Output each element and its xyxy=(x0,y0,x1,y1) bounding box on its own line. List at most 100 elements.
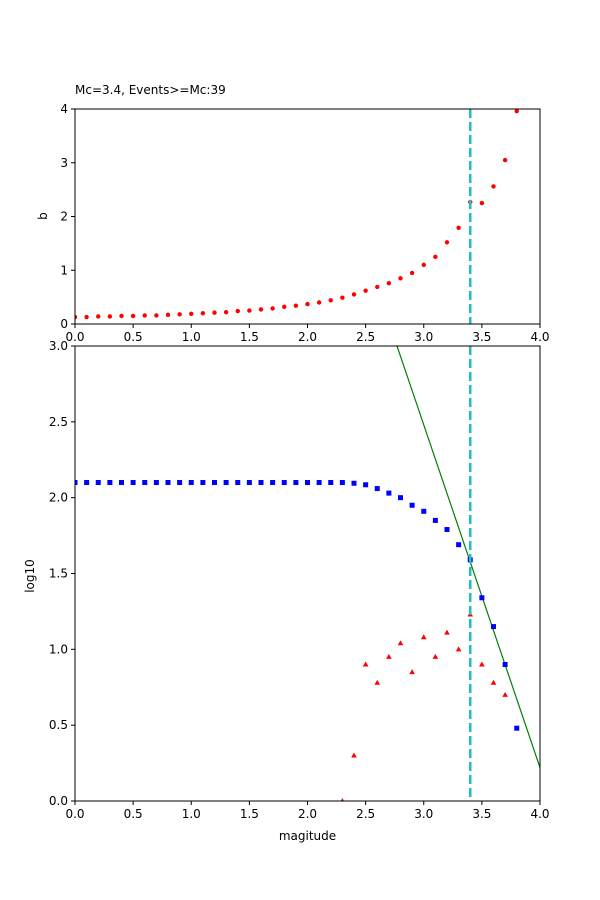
y-tick-label: 0.5 xyxy=(49,718,68,732)
data-point xyxy=(386,653,392,659)
x-tick-label: 3.5 xyxy=(472,807,491,821)
data-point xyxy=(247,308,252,313)
y-tick-label: 3 xyxy=(60,156,68,170)
data-point xyxy=(305,301,310,307)
data-point xyxy=(165,480,171,485)
x-tick-label: 3.0 xyxy=(414,807,433,821)
data-point xyxy=(432,517,438,523)
data-point xyxy=(177,480,183,485)
data-point xyxy=(165,312,171,318)
data-point xyxy=(212,480,217,485)
data-point xyxy=(374,486,380,492)
x-tick-label: 1.5 xyxy=(240,807,259,821)
x-tick-label: 2.5 xyxy=(356,330,375,344)
data-point xyxy=(246,480,252,485)
data-point xyxy=(154,313,159,318)
y-tick-label: 0.0 xyxy=(49,794,68,808)
data-point xyxy=(375,284,380,290)
data-point xyxy=(142,480,148,485)
plot-area xyxy=(75,346,540,801)
data-point xyxy=(96,314,101,319)
data-point xyxy=(490,679,497,685)
data-point xyxy=(258,307,264,312)
y-tick-label: 3.0 xyxy=(49,339,68,353)
data-point xyxy=(386,280,392,286)
data-point xyxy=(107,314,113,319)
x-tick-label: 0.5 xyxy=(124,330,143,344)
data-point xyxy=(75,314,78,320)
data-point xyxy=(95,480,101,485)
data-point xyxy=(502,691,508,697)
data-point xyxy=(84,314,89,320)
data-point xyxy=(270,306,275,311)
data-point xyxy=(397,640,404,646)
plot-top: 0.0 0.5 1.0 1.5 2.0 2.5 3.0 3.5 4.0 0 1 2 3 4 xyxy=(60,102,549,344)
x-tick-label: 2.0 xyxy=(298,330,317,344)
data-point xyxy=(444,240,450,245)
y-tick-label: 1.5 xyxy=(49,567,68,581)
x-tick-label: 0.0 xyxy=(65,807,84,821)
data-point xyxy=(189,311,194,316)
data-point xyxy=(258,480,264,485)
y-tick-label: 0 xyxy=(60,317,68,331)
data-point xyxy=(293,303,299,308)
data-point xyxy=(514,109,519,114)
data-point xyxy=(223,480,229,485)
data-point xyxy=(398,495,403,501)
y-tick-label: 4 xyxy=(60,102,68,116)
data-point xyxy=(351,292,357,297)
data-point xyxy=(200,311,206,316)
data-point xyxy=(84,480,90,485)
data-point xyxy=(502,157,508,163)
data-point xyxy=(409,669,415,675)
x-tick-label: 4.0 xyxy=(530,807,549,821)
data-point xyxy=(433,254,438,260)
data-point xyxy=(107,480,113,485)
data-point xyxy=(75,480,78,485)
x-tick-label: 4.0 xyxy=(530,330,549,344)
y-tick-label: 2.5 xyxy=(49,415,68,429)
data-point xyxy=(362,661,369,667)
data-point xyxy=(432,653,439,659)
data-point xyxy=(177,312,182,317)
plot-bottom: 0.0 0.5 1.0 1.5 2.0 2.5 3.0 3.5 4.0 0.0 0.5 1.0 1.5 2… xyxy=(49,339,550,821)
data-point xyxy=(328,480,334,485)
data-point xyxy=(119,313,124,319)
fit-line xyxy=(396,346,540,768)
data-point xyxy=(130,313,136,319)
x-tick-label: 1.5 xyxy=(240,330,259,344)
data-point xyxy=(188,480,194,485)
x-tick-label: 3.5 xyxy=(472,330,491,344)
data-point xyxy=(398,276,403,281)
data-point xyxy=(153,480,159,485)
data-point xyxy=(491,184,496,189)
plot-area xyxy=(75,109,519,324)
data-point xyxy=(421,262,426,268)
y-axis-label-bottom: log10 xyxy=(23,559,37,593)
x-tick-label: 3.0 xyxy=(414,330,433,344)
data-point xyxy=(328,298,333,303)
data-point xyxy=(119,480,124,485)
data-point xyxy=(363,288,368,293)
data-point xyxy=(200,480,206,485)
data-point xyxy=(281,480,287,485)
data-point xyxy=(479,661,485,667)
data-point xyxy=(374,679,381,685)
data-point xyxy=(409,502,415,508)
chart-title-top: Mc=3.4, Events>=Mc:39 xyxy=(75,83,226,97)
data-point xyxy=(444,629,450,635)
data-point xyxy=(340,798,345,801)
data-point xyxy=(491,624,496,630)
data-point xyxy=(455,646,462,652)
data-point xyxy=(514,725,520,731)
data-point xyxy=(339,480,345,485)
data-point xyxy=(421,508,427,514)
data-point xyxy=(142,313,147,318)
data-point xyxy=(316,300,322,305)
data-point xyxy=(420,634,427,640)
x-tick-label: 2.5 xyxy=(356,807,375,821)
data-point xyxy=(282,304,287,309)
data-point xyxy=(479,200,485,206)
x-tick-label: 0.5 xyxy=(124,807,143,821)
